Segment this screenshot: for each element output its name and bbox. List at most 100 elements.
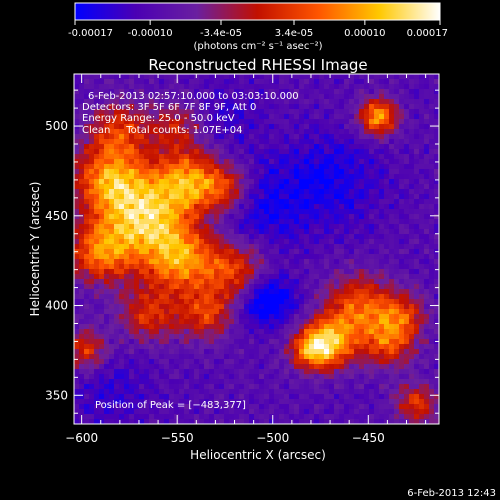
- heatmap-cell: [209, 369, 215, 375]
- heatmap-cell: [259, 364, 265, 370]
- heatmap-cell: [279, 189, 285, 195]
- heatmap-cell: [414, 304, 420, 310]
- heatmap-cell: [349, 224, 355, 230]
- heatmap-cell: [209, 199, 215, 205]
- heatmap-cell: [299, 239, 305, 245]
- heatmap-cell: [109, 229, 115, 235]
- heatmap-cell: [149, 209, 155, 215]
- heatmap-cell: [339, 389, 345, 395]
- heatmap-cell: [219, 209, 225, 215]
- heatmap-cell: [354, 104, 360, 110]
- heatmap-cell: [214, 169, 220, 175]
- heatmap-cell: [104, 199, 110, 205]
- heatmap-cell: [124, 279, 130, 285]
- heatmap-cell: [179, 299, 185, 305]
- heatmap-cell: [79, 144, 85, 150]
- heatmap-cell: [254, 104, 260, 110]
- heatmap-cell: [124, 104, 130, 110]
- heatmap-cell: [344, 259, 350, 265]
- heatmap-cell: [234, 94, 240, 100]
- heatmap-cell: [204, 349, 210, 355]
- heatmap-cell: [429, 184, 435, 190]
- heatmap-cell: [104, 404, 110, 410]
- heatmap-cell: [354, 239, 360, 245]
- heatmap-cell: [369, 134, 375, 140]
- heatmap-cell: [314, 244, 320, 250]
- heatmap-cell: [304, 109, 310, 115]
- heatmap-cell: [379, 334, 385, 340]
- heatmap-cell: [284, 249, 290, 255]
- heatmap-cell: [89, 324, 95, 330]
- heatmap-cell: [214, 299, 220, 305]
- heatmap-cell: [224, 154, 230, 160]
- heatmap-cell: [114, 274, 120, 280]
- heatmap-cell: [234, 144, 240, 150]
- heatmap-cell: [184, 194, 190, 200]
- heatmap-cell: [419, 184, 425, 190]
- heatmap-cell: [99, 224, 105, 230]
- heatmap-cell: [329, 229, 335, 235]
- heatmap-cell: [344, 159, 350, 165]
- heatmap-cell: [389, 294, 395, 300]
- heatmap-cell: [269, 169, 275, 175]
- heatmap-cell: [129, 229, 135, 235]
- heatmap-cell: [384, 404, 390, 410]
- heatmap-cell: [209, 174, 215, 180]
- heatmap-cell: [229, 384, 235, 390]
- heatmap-cell: [429, 259, 435, 265]
- heatmap-cell: [369, 334, 375, 340]
- heatmap-cell: [244, 389, 250, 395]
- heatmap-cell: [159, 229, 165, 235]
- heatmap-cell: [159, 294, 165, 300]
- heatmap-cell: [389, 129, 395, 135]
- heatmap-cell: [139, 189, 145, 195]
- heatmap-cell: [424, 319, 430, 325]
- heatmap-cell: [259, 294, 265, 300]
- heatmap-cell: [319, 214, 325, 220]
- heatmap-cell: [149, 224, 155, 230]
- heatmap-cell: [404, 364, 410, 370]
- heatmap-cell: [329, 319, 335, 325]
- heatmap-cell: [104, 254, 110, 260]
- heatmap-cell: [224, 389, 230, 395]
- heatmap-cell: [414, 149, 420, 155]
- heatmap-cell: [99, 379, 105, 385]
- heatmap-cell: [309, 189, 315, 195]
- heatmap-cell: [339, 404, 345, 410]
- heatmap-cell: [209, 274, 215, 280]
- heatmap-cell: [424, 309, 430, 315]
- heatmap-cell: [269, 129, 275, 135]
- heatmap-cell: [324, 399, 330, 405]
- heatmap-cell: [319, 264, 325, 270]
- heatmap-cell: [424, 379, 430, 385]
- heatmap-cell: [389, 259, 395, 265]
- heatmap-cell: [274, 284, 280, 290]
- heatmap-cell: [214, 154, 220, 160]
- heatmap-cell: [184, 124, 190, 130]
- heatmap-cell: [139, 394, 145, 400]
- heatmap-cell: [89, 79, 95, 85]
- heatmap-cell: [129, 189, 135, 195]
- heatmap-cell: [284, 369, 290, 375]
- heatmap-cell: [239, 214, 245, 220]
- heatmap-cell: [304, 294, 310, 300]
- heatmap-cell: [409, 369, 415, 375]
- heatmap-cell: [234, 234, 240, 240]
- heatmap-cell: [289, 384, 295, 390]
- heatmap-cell: [84, 219, 90, 225]
- heatmap-cell: [204, 224, 210, 230]
- heatmap-cell: [334, 159, 340, 165]
- heatmap-cell: [179, 94, 185, 100]
- heatmap-cell: [99, 74, 105, 80]
- heatmap-cell: [229, 289, 235, 295]
- heatmap-cell: [239, 224, 245, 230]
- heatmap-cell: [124, 294, 130, 300]
- heatmap-cell: [289, 334, 295, 340]
- heatmap-cell: [354, 384, 360, 390]
- heatmap-cell: [204, 109, 210, 115]
- heatmap-cell: [379, 314, 385, 320]
- heatmap-cell: [239, 204, 245, 210]
- heatmap-cell: [314, 289, 320, 295]
- heatmap-cell: [89, 344, 95, 350]
- heatmap-cell: [189, 364, 195, 370]
